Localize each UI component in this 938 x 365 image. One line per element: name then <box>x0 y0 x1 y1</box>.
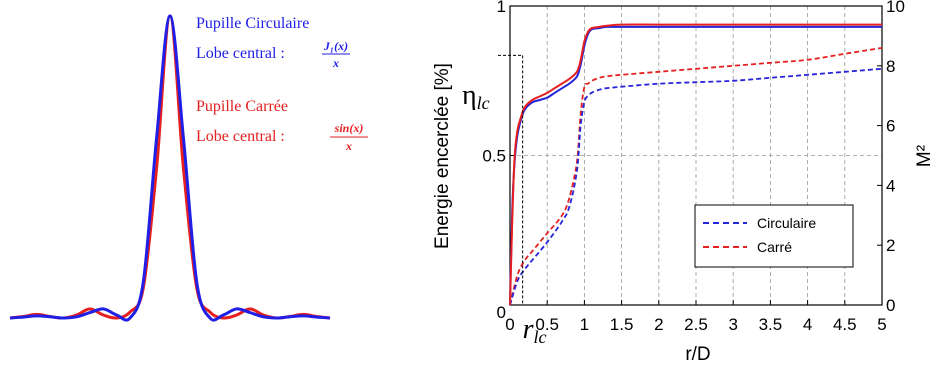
formula-square-denominator: x <box>345 139 352 153</box>
y2-axis-label: M² <box>914 145 935 167</box>
formula-circular-numerator: J₁(x) <box>323 39 348 53</box>
x-tick-label: 0 <box>505 315 514 334</box>
grid-lines <box>510 6 882 305</box>
y2-tick-label: 0 <box>886 296 895 315</box>
x-tick-label: 5 <box>877 315 886 334</box>
left-panel-psf-profiles: Pupille Circulaire Lobe central : J₁(x) … <box>9 14 368 322</box>
formula-square-numerator: sin(x) <box>334 121 364 135</box>
left-curves <box>9 14 331 322</box>
x-tick-label: 3.5 <box>759 315 783 334</box>
legend-frame <box>694 204 854 268</box>
x-axis-label: r/D <box>685 344 710 365</box>
y2-tick-labels: 0 2 4 6 8 10 <box>877 0 905 315</box>
annotations: ηlc rlc <box>462 54 547 347</box>
right-panel-encircled-energy: 0 0.5 1 1.5 2 2.5 3 3.5 4 4.5 5 0 0.5 1 0 2 4 6 8 10 ηlc r… <box>432 0 935 365</box>
legend-box: Circulaire Carré <box>694 204 854 268</box>
y2-tick-label: 4 <box>886 176 895 195</box>
y-tick-label: 1 <box>497 0 506 16</box>
legend-square-formula: Lobe central : <box>196 128 285 145</box>
x-tick-label: 2.5 <box>684 315 708 334</box>
y-axis-label: Energie encerclée [%] <box>432 63 453 249</box>
x-tick-label: 0.5 <box>535 315 559 334</box>
formula-circular-denominator: x <box>332 56 339 70</box>
x-tick-label: 1 <box>580 315 589 334</box>
legend-circular-title: Pupille Circulaire <box>196 15 309 32</box>
curve-energy-square <box>509 23 882 306</box>
psf-curve-circular <box>9 14 331 322</box>
y-tick-label: 0 <box>497 303 506 322</box>
legend-square-title: Pupille Carrée <box>196 98 288 115</box>
legend-circular-prefix: Lobe central : <box>196 45 285 62</box>
legend-label-circulaire: Circulaire <box>757 215 816 231</box>
x-tick-label: 2 <box>654 315 663 334</box>
curve-carr- <box>509 47 883 306</box>
legend-circular-formula: Lobe central : <box>196 45 285 62</box>
x-tick-label: 1.5 <box>610 315 634 334</box>
y2-tick-label: 10 <box>886 0 905 16</box>
curve-circulaire <box>509 67 883 306</box>
x-tick-label: 4.5 <box>833 315 857 334</box>
right-curves <box>509 23 883 306</box>
eta-lc-label: ηlc <box>462 80 490 113</box>
x-tick-label: 4 <box>803 315 812 334</box>
y2-tick-label: 6 <box>886 117 895 136</box>
legend-square-prefix: Lobe central : <box>196 128 285 145</box>
y-tick-label: 0.5 <box>482 147 506 166</box>
legend-label-carre: Carré <box>757 239 792 255</box>
y2-tick-label: 2 <box>886 236 895 255</box>
r-lc-label: rlc <box>523 314 547 347</box>
y2-tick-label: 8 <box>886 57 895 76</box>
x-tick-label: 3 <box>728 315 737 334</box>
